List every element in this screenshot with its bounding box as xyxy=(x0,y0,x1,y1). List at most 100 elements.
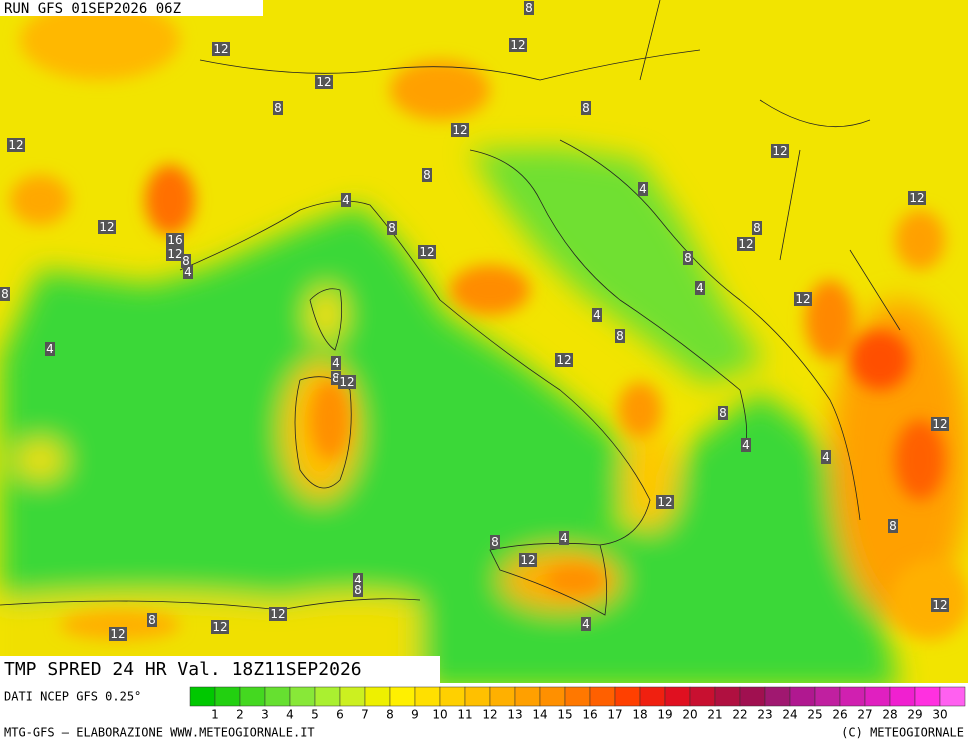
contour-label-box xyxy=(331,356,341,370)
contour-label: 4 xyxy=(593,308,601,322)
contour-label-box xyxy=(615,329,625,343)
contour-label-box xyxy=(211,620,229,634)
contour-label-box xyxy=(147,613,157,627)
contour-label: 4 xyxy=(560,531,568,545)
colorbar-swatch xyxy=(189,686,216,707)
colorbar-swatch xyxy=(664,686,691,707)
contour-label-box xyxy=(638,182,648,196)
contour-label-box xyxy=(315,75,333,89)
colorbar-swatch xyxy=(739,686,766,707)
colorbar-swatch xyxy=(564,686,591,707)
colorbar-swatch xyxy=(789,686,816,707)
contour-label-box xyxy=(341,193,351,207)
colorbar: 1 2 3 4 5 6 7 8 9 10 11 12 13 14 15 16 17 18 19 20 21 22 23 24 2… xyxy=(189,686,966,722)
colorbar-swatch xyxy=(339,686,366,707)
colorbar-label: 27 xyxy=(857,708,872,722)
colorbar-swatch xyxy=(639,686,666,707)
colorbar-swatch xyxy=(439,686,466,707)
colorbar-label: 22 xyxy=(732,708,747,722)
contour-label: 4 xyxy=(184,265,192,279)
colorbar-label: 2 xyxy=(236,708,244,722)
colorbar-swatch xyxy=(939,686,966,707)
contour-label: 12 xyxy=(909,191,924,205)
colorbar-label: 19 xyxy=(657,708,672,722)
map-title: TMP SPRED 24 HR Val. 18Z11SEP2026 xyxy=(4,659,362,680)
colorbar-label: 24 xyxy=(782,708,797,722)
contour-label: 4 xyxy=(696,281,704,295)
contour-label: 4 xyxy=(582,617,590,631)
contour-label: 8 xyxy=(889,519,897,533)
colorbar-label: 26 xyxy=(832,708,847,722)
contour-label-box xyxy=(931,417,949,431)
colorbar-swatch xyxy=(314,686,341,707)
contour-label: 4 xyxy=(342,193,350,207)
contour-label: 4 xyxy=(742,438,750,452)
colorbar-swatch xyxy=(914,686,941,707)
contour-label: 12 xyxy=(99,220,114,234)
contour-label-box xyxy=(490,535,500,549)
colorbar-label: 14 xyxy=(532,708,547,722)
contour-label: 8 xyxy=(525,1,533,15)
colorbar-swatch xyxy=(389,686,416,707)
contour-label-box xyxy=(7,138,25,152)
colorbar-swatch xyxy=(289,686,316,707)
contour-label: 16 xyxy=(167,233,182,247)
contour-label-box xyxy=(741,438,751,452)
colorbar-swatch xyxy=(539,686,566,707)
contour-label-box xyxy=(737,237,755,251)
contour-label-box xyxy=(212,42,230,56)
colorbar-label: 17 xyxy=(607,708,622,722)
contour-label-box xyxy=(269,607,287,621)
colorbar-swatch xyxy=(489,686,516,707)
contour-label-box xyxy=(331,371,341,385)
contour-label-box xyxy=(418,245,436,259)
colorbar-label: 5 xyxy=(311,708,319,722)
colorbar-swatch xyxy=(589,686,616,707)
contour-label-box xyxy=(353,573,363,587)
colorbar-swatch xyxy=(514,686,541,707)
contour-label-box xyxy=(45,342,55,356)
colorbar-label: 13 xyxy=(507,708,522,722)
contour-label: 12 xyxy=(419,245,434,259)
title-box xyxy=(0,656,440,683)
contour-label-box xyxy=(821,450,831,464)
contour-label: 12 xyxy=(8,138,23,152)
colorbar-swatch xyxy=(239,686,266,707)
colorbar-swatch xyxy=(689,686,716,707)
contour-label: 12 xyxy=(772,144,787,158)
contour-label: 8 xyxy=(274,101,282,115)
colorbar-label: 29 xyxy=(907,708,922,722)
contour-label: 8 xyxy=(354,583,362,597)
header-box xyxy=(0,0,263,16)
colorbar-label: 9 xyxy=(411,708,419,722)
contour-label-box xyxy=(718,406,728,420)
contour-label: 12 xyxy=(520,553,535,567)
colorbar-label: 23 xyxy=(757,708,772,722)
contour-label: 8 xyxy=(753,221,761,235)
contour-label: 8 xyxy=(148,613,156,627)
colorbar-label: 20 xyxy=(682,708,697,722)
contour-label-box xyxy=(109,627,127,641)
colorbar-label: 3 xyxy=(261,708,269,722)
contour-label: 12 xyxy=(932,417,947,431)
footer-right: (C) METEOGIORNALE xyxy=(841,726,964,740)
colorbar-swatch xyxy=(714,686,741,707)
colorbar-swatch xyxy=(364,686,391,707)
contour-label: 4 xyxy=(332,356,340,370)
contour-label-box xyxy=(695,281,705,295)
contour-label: 12 xyxy=(738,237,753,251)
contour-label-box xyxy=(98,220,116,234)
contour-label-box xyxy=(166,233,184,247)
coastlines xyxy=(0,0,901,616)
colorbar-label: 30 xyxy=(932,708,947,722)
contour-label-box xyxy=(908,191,926,205)
contour-label: 12 xyxy=(657,495,672,509)
colorbar-label: 7 xyxy=(361,708,369,722)
contour-label: 12 xyxy=(167,247,182,261)
contour-label: 8 xyxy=(719,406,727,420)
contour-label-box xyxy=(771,144,789,158)
contour-label: 8 xyxy=(182,254,190,268)
colorbar-label: 25 xyxy=(807,708,822,722)
contour-label-box xyxy=(656,495,674,509)
